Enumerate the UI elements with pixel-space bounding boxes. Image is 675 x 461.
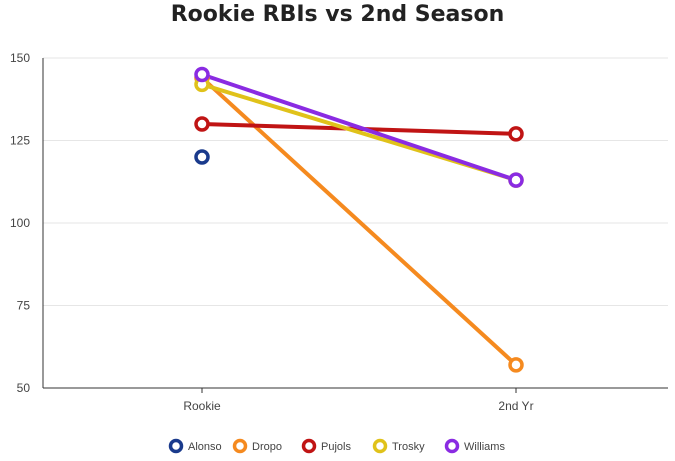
series-line-dropo (200, 75, 518, 367)
legend-marker-alonso (168, 438, 184, 454)
grid-lines (43, 57, 668, 306)
y-tick-label-100: 100 (10, 216, 30, 230)
legend-item-alonso[interactable]: Alonso (168, 438, 222, 454)
data-point-williams-1[interactable] (508, 172, 524, 188)
x-tick-label-1: 2nd Yr (498, 399, 533, 413)
legend-item-pujols[interactable]: Pujols (301, 438, 352, 454)
legend[interactable]: Alonso Dropo Pujols Trosky Williams (168, 438, 506, 454)
y-tick-label-50: 50 (17, 381, 31, 395)
legend-label-pujols: Pujols (321, 441, 351, 453)
legend-label-dropo: Dropo (252, 441, 282, 453)
legend-marker-pujols (301, 438, 317, 454)
data-points (194, 66, 524, 373)
series-lines (200, 72, 518, 367)
data-point-pujols-1[interactable] (508, 126, 524, 142)
data-point-dropo-1[interactable] (508, 357, 524, 373)
y-tick-label-150: 150 (10, 51, 30, 65)
legend-marker-dropo (232, 438, 248, 454)
legend-label-williams: Williams (464, 441, 505, 453)
data-point-pujols-0[interactable] (194, 116, 210, 132)
series-line-williams (200, 72, 518, 183)
legend-label-trosky: Trosky (392, 441, 425, 453)
y-tick-label-125: 125 (10, 134, 30, 148)
legend-item-williams[interactable]: Williams (444, 438, 506, 454)
data-point-williams-0[interactable] (194, 66, 210, 83)
y-tick-label-75: 75 (17, 299, 31, 313)
chart-title: Rookie RBIs vs 2nd Season (170, 2, 505, 27)
legend-marker-trosky (372, 438, 388, 454)
legend-marker-williams (444, 438, 460, 454)
legend-item-trosky[interactable]: Trosky (372, 438, 426, 454)
legend-label-alonso: Alonso (188, 441, 222, 453)
x-tick-label-0: Rookie (183, 399, 221, 413)
legend-item-dropo[interactable]: Dropo (232, 438, 282, 454)
data-point-alonso-0[interactable] (194, 149, 210, 165)
axes: 50 75 100 125 150 Rookie 2nd Yr (10, 51, 668, 413)
